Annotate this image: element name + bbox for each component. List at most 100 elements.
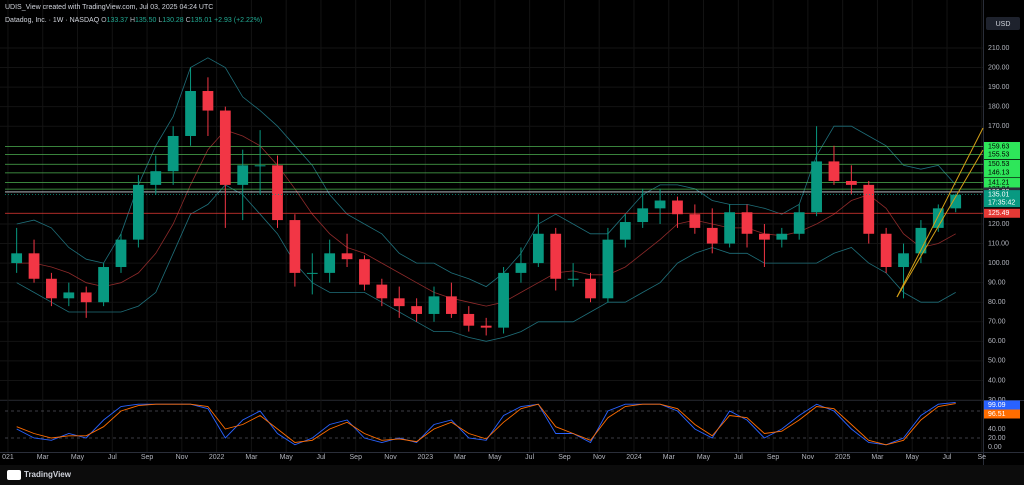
- candle-body: [463, 313, 475, 326]
- y-tick-label: 40.00: [988, 377, 1006, 384]
- candle-body: [237, 165, 249, 185]
- x-tick-label: Sep: [558, 454, 571, 461]
- candle-body: [341, 253, 353, 260]
- level-label: 155.53: [988, 151, 1010, 158]
- level-label: 150.53: [988, 161, 1010, 168]
- candle-body: [706, 227, 718, 244]
- candle-body: [393, 298, 405, 307]
- currency[interactable]: USD: [996, 21, 1011, 28]
- x-tick-label: May: [697, 454, 711, 461]
- level-label: 146.13: [988, 170, 1010, 177]
- price-axis: [983, 0, 1024, 465]
- candle-body: [202, 91, 214, 111]
- candle-body: [654, 200, 666, 209]
- y-tick-label: 30.00: [988, 397, 1006, 404]
- indicator-line: [16, 184, 956, 342]
- y-tick-label: 50.00: [988, 358, 1006, 365]
- candle-body: [411, 306, 423, 314]
- y-tick-label: 60.00: [988, 338, 1006, 345]
- candle-body: [254, 165, 266, 167]
- candle-body: [793, 212, 805, 234]
- candle-body: [376, 284, 388, 299]
- candle-body: [915, 227, 927, 254]
- candle-body: [585, 278, 596, 299]
- x-tick-label: May: [488, 454, 502, 461]
- candle-body: [811, 161, 822, 213]
- candle-body: [306, 272, 318, 274]
- currency-box[interactable]: [986, 17, 1020, 30]
- x-tick-label: Sep: [767, 454, 780, 461]
- change-pct: (+2.22%): [233, 17, 263, 24]
- candle-body: [272, 165, 283, 221]
- legend-key: L: [158, 17, 163, 24]
- last-price-box: [984, 190, 1020, 208]
- countdown: 17:35:42: [988, 199, 1015, 206]
- candle-body: [98, 267, 109, 303]
- x-tick-label: Mar: [871, 454, 884, 461]
- candle-body: [480, 325, 492, 328]
- trend-line: [896, 127, 984, 298]
- x-tick-label: 2024: [626, 454, 642, 461]
- x-tick-label: Jul: [316, 454, 325, 461]
- x-tick-label: Mar: [245, 454, 258, 461]
- osc-value-box: [984, 400, 1020, 410]
- candle-body: [167, 135, 179, 172]
- level-label-box: [984, 159, 1020, 169]
- x-tick-label: Mar: [37, 454, 50, 461]
- candle-body: [637, 208, 649, 223]
- level-label-box: [984, 141, 1020, 151]
- x-tick-label: May: [280, 454, 294, 461]
- candle-body: [672, 200, 683, 215]
- candle-body: [80, 292, 92, 303]
- legend-key: O: [101, 17, 107, 24]
- candle-body: [515, 263, 527, 273]
- candle-body: [932, 208, 944, 228]
- osc-value: 96.51: [988, 411, 1006, 418]
- candle-body: [532, 233, 544, 264]
- candle-body: [428, 296, 440, 314]
- candle-body: [828, 161, 840, 181]
- level-label-box: [984, 178, 1020, 188]
- x-tick-label: Nov: [384, 454, 397, 461]
- candle-body: [776, 233, 788, 240]
- candle-body: [219, 110, 231, 185]
- candle-body: [898, 253, 909, 268]
- level-label-box: [984, 150, 1020, 160]
- legend-value: 135.01: [190, 17, 213, 24]
- candle-body: [689, 214, 701, 228]
- legend-value: 135.50: [135, 17, 157, 24]
- candle-body: [602, 239, 614, 299]
- candles: [11, 67, 962, 336]
- candle-body: [845, 180, 857, 185]
- x-tick-label: Jul: [943, 454, 952, 461]
- candle-body: [724, 212, 736, 244]
- candle-body: [446, 296, 457, 314]
- x-tick-label: 021: [2, 454, 14, 461]
- candle-body: [115, 239, 127, 268]
- candle-body: [324, 253, 336, 273]
- candle-body: [289, 220, 301, 273]
- candle-body: [150, 171, 162, 185]
- y-tick-label: 110.00: [988, 240, 1009, 247]
- x-tick-label: Se: [978, 454, 987, 461]
- candle-body: [185, 91, 196, 136]
- x-tick-label: Jul: [734, 454, 743, 461]
- candle-body: [741, 212, 753, 234]
- x-tick-label: Sep: [350, 454, 363, 461]
- x-tick-label: Nov: [593, 454, 606, 461]
- indicator-line: [16, 57, 956, 288]
- y-tick-label: 120.00: [988, 221, 1010, 228]
- footer-bar: [0, 465, 1024, 485]
- candle-body: [46, 278, 57, 299]
- x-tick-label: Mar: [454, 454, 467, 461]
- y-tick-label: 190.00: [988, 84, 1010, 91]
- brand-logo: [7, 470, 21, 480]
- x-tick-label: Nov: [176, 454, 189, 461]
- candle-body: [950, 194, 962, 209]
- osc-tick-label: 40.00: [988, 426, 1006, 433]
- y-tick-label: 100.00: [988, 260, 1010, 267]
- y-tick-label: 210.00: [988, 45, 1010, 52]
- x-tick-label: Mar: [663, 454, 676, 461]
- candle-body: [63, 292, 75, 299]
